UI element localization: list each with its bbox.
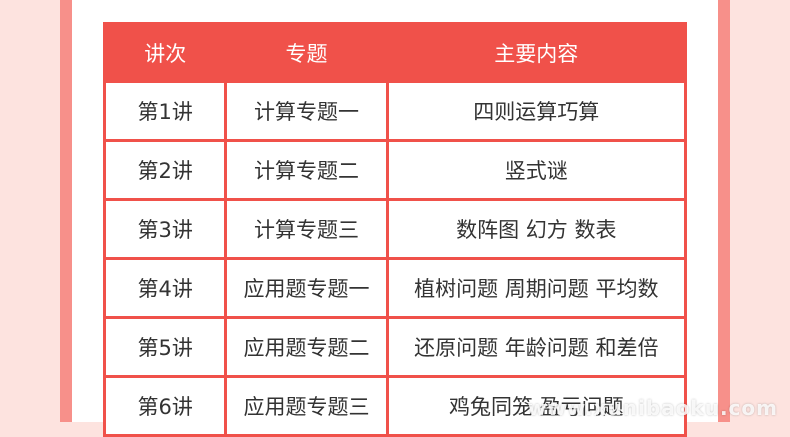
header-cell: 主要内容 — [385, 22, 688, 83]
header-row: 讲次 专题 主要内容 — [102, 22, 688, 83]
table-cell: 第3讲 — [102, 198, 228, 260]
table-cell: 计算专题二 — [224, 139, 389, 201]
table-cell: 计算专题三 — [224, 198, 389, 260]
table-row: 第3讲 计算专题三 数阵图 幻方 数表 — [102, 198, 688, 260]
side-strip — [718, 0, 730, 422]
table-cell: 应用题专题二 — [224, 316, 389, 378]
table-cell: 竖式谜 — [385, 139, 688, 201]
table-cell: 第1讲 — [102, 80, 228, 142]
table-cell: 还原问题 年龄问题 和差倍 — [385, 316, 688, 378]
table-cell: 应用题专题一 — [224, 257, 389, 319]
table-cell: 计算专题一 — [224, 80, 389, 142]
table-row: 第4讲 应用题专题一 植树问题 周期问题 平均数 — [102, 257, 688, 319]
page: 讲次 专题 主要内容 第1讲 计算专题一 四则运算巧算 第2讲 计算专题二 竖式谜 第3讲 计算专… — [60, 0, 778, 437]
watermark: www.xunibaoku.com — [527, 396, 778, 420]
table-row: 第5讲 应用题专题二 还原问题 年龄问题 和差倍 — [102, 316, 688, 378]
table-cell: 数阵图 幻方 数表 — [385, 198, 688, 260]
table-body: 第1讲 计算专题一 四则运算巧算 第2讲 计算专题二 竖式谜 第3讲 计算专题三 数阵图 幻方 … — [102, 80, 688, 437]
header-cell: 专题 — [224, 22, 389, 83]
table-cell: 植树问题 周期问题 平均数 — [385, 257, 688, 319]
side-strip — [60, 0, 72, 422]
table-row: 第2讲 计算专题二 竖式谜 — [102, 139, 688, 201]
table-cell: 应用题专题三 — [224, 375, 389, 437]
table-row: 第1讲 计算专题一 四则运算巧算 — [102, 80, 688, 142]
course-table: 讲次 专题 主要内容 第1讲 计算专题一 四则运算巧算 第2讲 计算专题二 竖式谜 第3讲 计算专… — [102, 22, 688, 437]
table-cell: 第4讲 — [102, 257, 228, 319]
table-cell: 第5讲 — [102, 316, 228, 378]
table-cell: 第2讲 — [102, 139, 228, 201]
table-cell: 四则运算巧算 — [385, 80, 688, 142]
header-cell: 讲次 — [102, 22, 228, 83]
table-cell: 第6讲 — [102, 375, 228, 437]
